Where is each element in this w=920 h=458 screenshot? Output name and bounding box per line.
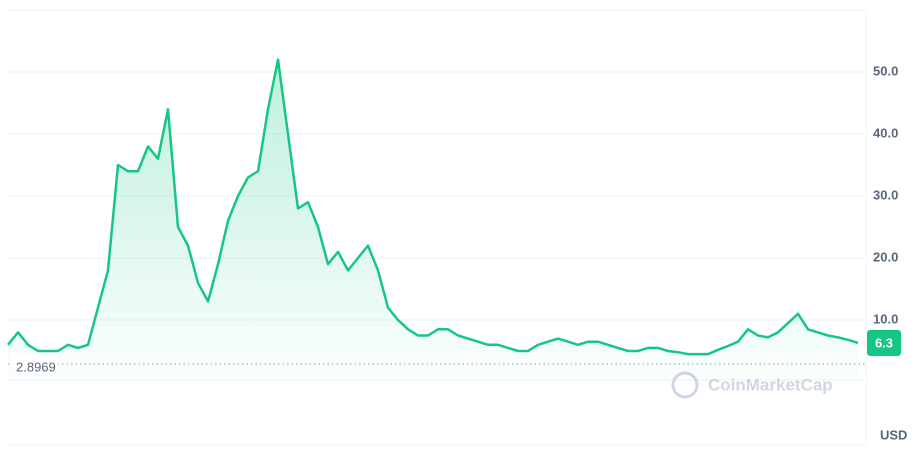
y-tick-label: 30.0 (873, 187, 898, 202)
reference-label: 2.8969 (16, 359, 56, 374)
y-tick-label: 40.0 (873, 125, 898, 140)
current-price-label: 6.3 (875, 335, 893, 350)
current-price-tag (867, 329, 901, 356)
reference-label-bg (10, 353, 58, 370)
area-fill (8, 59, 858, 382)
y-tick-label: 20.0 (873, 249, 898, 264)
y-tick-label: 50.0 (873, 63, 898, 78)
currency-label: USD (880, 427, 907, 442)
price-line (7, 58, 859, 356)
y-tick-label: 10.0 (873, 311, 898, 326)
